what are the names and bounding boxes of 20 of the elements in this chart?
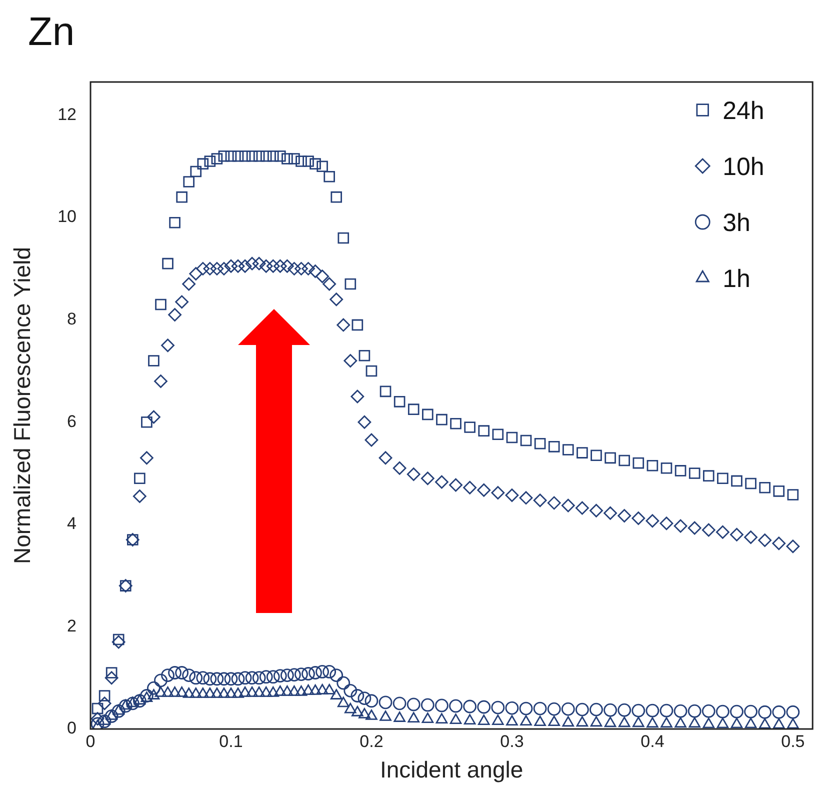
x-tick-label: 0.5: [781, 732, 805, 751]
x-axis-title: Incident angle: [380, 756, 524, 783]
y-tick-label: 0: [67, 718, 77, 738]
x-tick-label: 0.1: [219, 732, 243, 751]
x-tick-label: 0.4: [640, 732, 664, 751]
y-tick-label: 12: [58, 104, 77, 124]
y-tick-label: 2: [67, 616, 77, 636]
y-tick-label: 4: [67, 514, 77, 534]
legend-label: 1h: [722, 264, 750, 293]
x-tick-label: 0.2: [360, 732, 384, 751]
legend-label: 10h: [722, 152, 764, 181]
x-tick-label: 0: [86, 732, 96, 751]
x-tick-label: 0.3: [500, 732, 524, 751]
legend-label: 3h: [722, 208, 750, 237]
y-tick-label: 6: [67, 412, 77, 431]
y-tick-label: 10: [58, 207, 77, 226]
y-axis-title: Normalized Fluorescence Yield: [9, 246, 36, 564]
legend-label: 24h: [722, 96, 764, 125]
y-tick-label: 8: [67, 310, 77, 329]
chart-title: Zn: [28, 10, 75, 55]
